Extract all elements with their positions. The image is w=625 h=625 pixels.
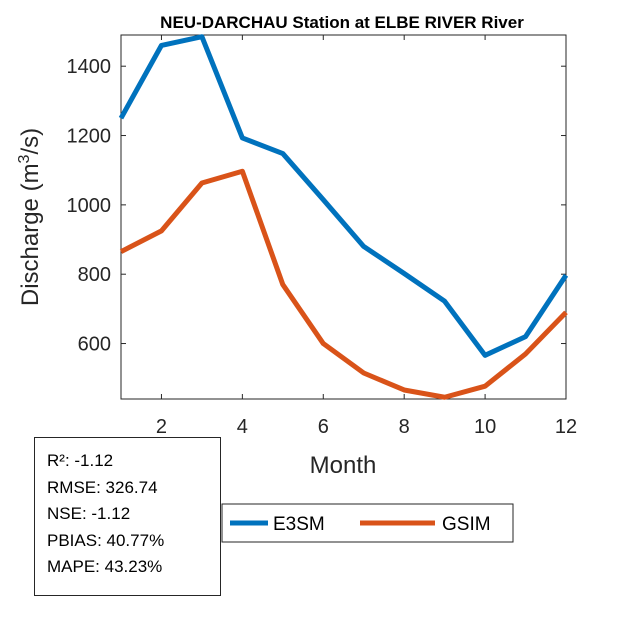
y-axis-label: Discharge (m3/s): [16, 128, 44, 306]
legend-label-gsim: GSIM: [442, 514, 491, 535]
stats-box: R²: -1.12 RMSE: 326.74 NSE: -1.12 PBIAS:…: [34, 437, 221, 596]
stat-mape: MAPE: 43.23%: [47, 557, 163, 576]
x-tick-label: 4: [237, 416, 248, 438]
stat-pbias: PBIAS: 40.77%: [47, 530, 165, 550]
y-tick-label: 1400: [67, 56, 112, 78]
series-lines: [118, 34, 569, 400]
y-tick-label: 1200: [67, 126, 112, 148]
chart-title: NEU-DARCHAU Station at ELBE RIVER River: [160, 13, 524, 32]
y-tick-label: 800: [78, 264, 111, 286]
plot-area: [120, 34, 567, 400]
stat-rmse: RMSE: 326.74: [47, 477, 158, 497]
stat-r2: R²: -1.12: [47, 451, 114, 470]
axis-ticks: [121, 35, 567, 399]
x-tick-label: 8: [399, 416, 410, 438]
tick-labels: 2 4 6 8 10 12 600 800 1000 1200 1400: [67, 56, 578, 438]
y-axis-label-end: /s): [17, 128, 44, 155]
series-line-e3sm: [118, 34, 569, 358]
y-axis-label-main: Discharge (m: [17, 163, 44, 306]
y-tick-label: 600: [78, 334, 111, 356]
legend-label-e3sm: E3SM: [273, 514, 325, 535]
x-axis-label: Month: [310, 452, 377, 479]
y-tick-label: 1000: [67, 195, 112, 217]
series-line-gsim: [119, 168, 568, 400]
x-tick-label: 10: [474, 416, 496, 438]
stat-nse: NSE: -1.12: [47, 504, 131, 523]
y-axis-label-sup: 3: [16, 154, 33, 163]
x-tick-label: 6: [318, 416, 329, 438]
x-tick-label: 2: [156, 416, 167, 438]
x-tick-label: 12: [555, 416, 577, 438]
